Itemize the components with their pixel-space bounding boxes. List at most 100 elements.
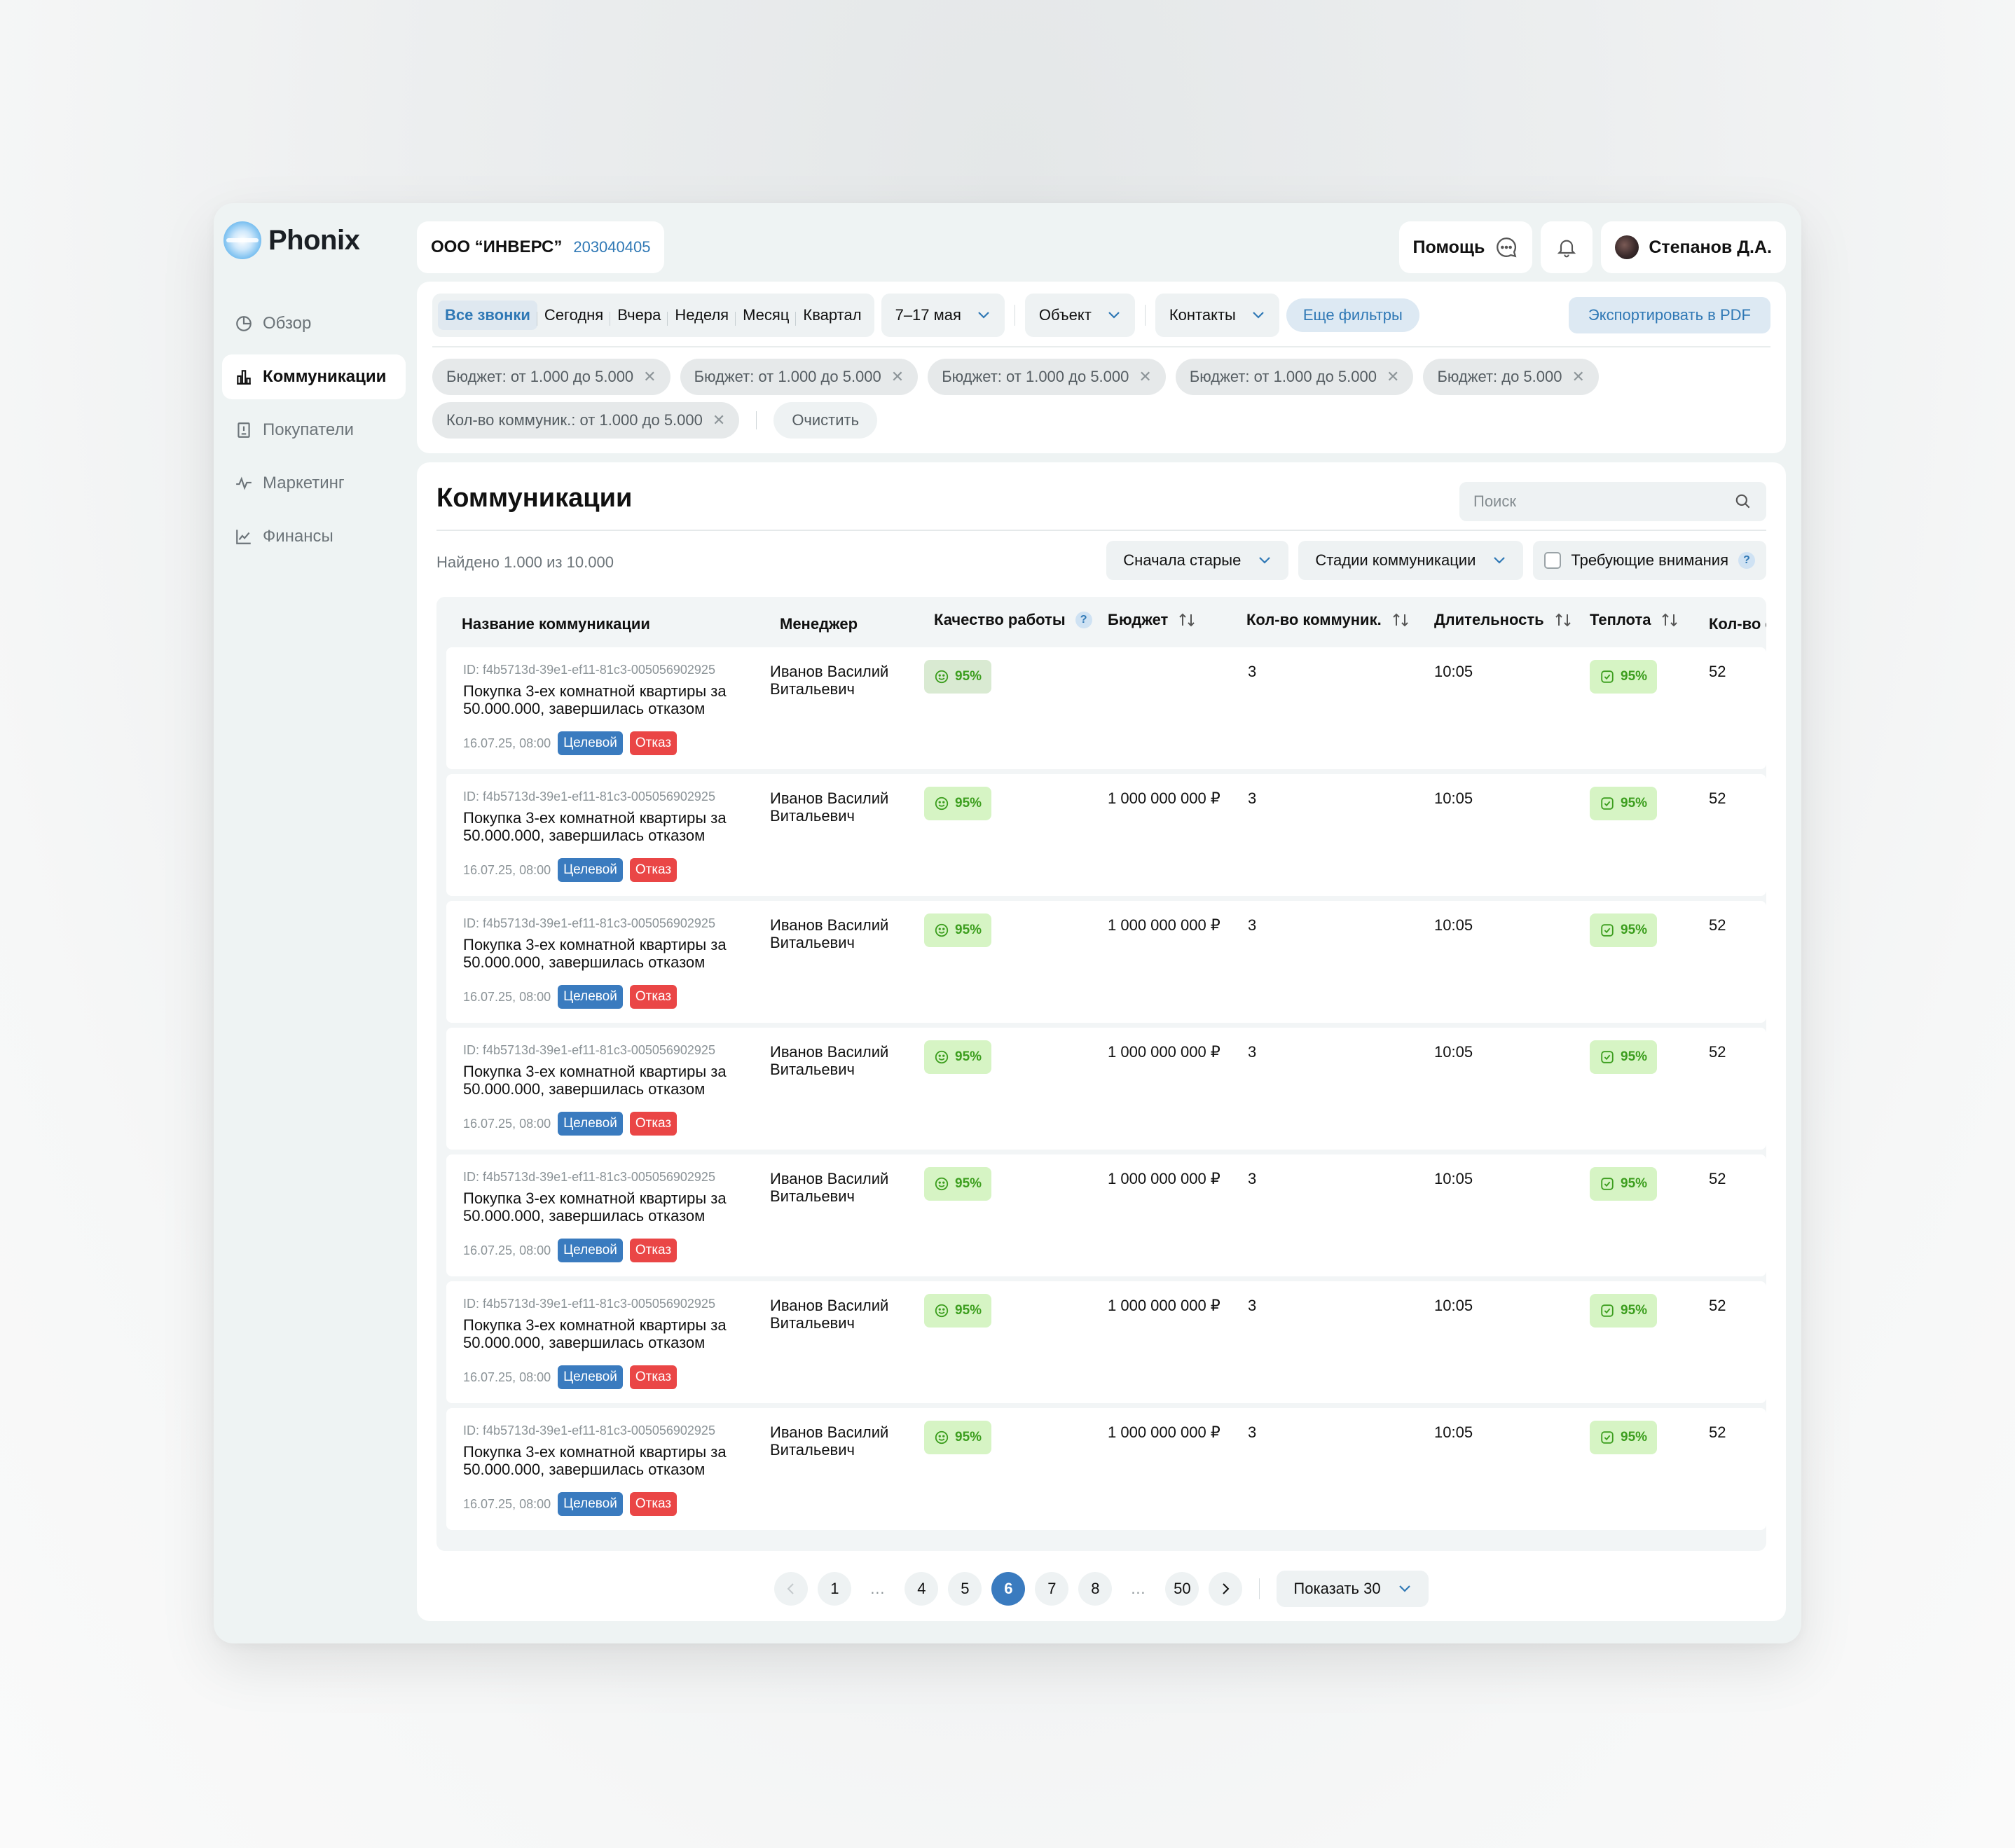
sidebar-item-buyers[interactable]: Покупатели: [222, 408, 406, 453]
communication-title[interactable]: Покупка 3-ех комнатной квартиры за 50.00…: [463, 682, 727, 717]
quality-cell: 95%: [924, 1294, 992, 1328]
column-header-budget[interactable]: Бюджет: [1108, 611, 1196, 629]
notifications-button[interactable]: [1541, 221, 1593, 273]
column-label: Название коммуникации: [462, 615, 650, 633]
sidebar-item-overview[interactable]: Обзор: [222, 301, 406, 346]
communication-date: 16.07.25, 08:00: [463, 1116, 551, 1131]
sidebar-item-finance[interactable]: Финансы: [222, 514, 406, 559]
next-page-button[interactable]: [1209, 1572, 1243, 1606]
attention-toggle[interactable]: Требующие внимания ?: [1533, 541, 1766, 580]
page-button-current[interactable]: 6: [991, 1572, 1026, 1606]
period-week[interactable]: Неделя: [667, 301, 736, 330]
communication-title[interactable]: Покупка 3-ех комнатной квартиры за 50.00…: [463, 809, 727, 844]
help-icon[interactable]: ?: [1075, 612, 1092, 628]
warmth-value: 95%: [1621, 796, 1648, 811]
page-button[interactable]: 8: [1078, 1572, 1113, 1606]
search-input[interactable]: Поиск: [1459, 482, 1766, 521]
communications-count: 3: [1248, 789, 1257, 807]
warmth-cell: 95%: [1590, 660, 1658, 694]
sort-icon[interactable]: [1391, 612, 1410, 628]
page-button[interactable]: 50: [1165, 1572, 1199, 1606]
contacts-dropdown[interactable]: Контакты: [1155, 294, 1279, 337]
check-square-icon: [1601, 797, 1614, 810]
table-row[interactable]: ID: f4b5713d-39e1-ef11-81c3-005056902925…: [446, 1408, 1766, 1530]
chevron-down-icon: [1494, 557, 1506, 564]
period-quarter[interactable]: Квартал: [795, 301, 868, 330]
user-menu[interactable]: Степанов Д.А.: [1601, 221, 1786, 273]
communication-title[interactable]: Покупка 3-ех комнатной квартиры за 50.00…: [463, 1063, 727, 1098]
quality-badge: 95%: [924, 660, 992, 694]
filter-chip[interactable]: Бюджет: от 1.000 до 5.000 ✕: [680, 359, 919, 395]
sort-icon[interactable]: [1178, 612, 1196, 628]
clear-filters-button[interactable]: Очистить: [773, 402, 878, 439]
communication-title[interactable]: Покупка 3-ех комнатной квартиры за 50.00…: [463, 936, 727, 971]
date-range-dropdown[interactable]: 7–17 мая: [881, 294, 1005, 337]
table-row[interactable]: ID: f4b5713d-39e1-ef11-81c3-005056902925…: [446, 1281, 1766, 1403]
table-row[interactable]: ID: f4b5713d-39e1-ef11-81c3-005056902925…: [446, 647, 1766, 769]
sort-icon[interactable]: [1554, 612, 1572, 628]
period-all[interactable]: Все звонки: [438, 301, 537, 330]
sort-dropdown[interactable]: Сначала старые: [1106, 541, 1289, 580]
close-icon[interactable]: ✕: [1139, 368, 1152, 385]
column-header-manager[interactable]: Менеджер: [780, 615, 858, 633]
table-row[interactable]: ID: f4b5713d-39e1-ef11-81c3-005056902925…: [446, 1028, 1766, 1150]
period-today[interactable]: Сегодня: [536, 301, 610, 330]
column-header-warmth[interactable]: Теплота: [1590, 611, 1679, 629]
filter-chip[interactable]: Бюджет: от 1.000 до 5.000 ✕: [1175, 359, 1414, 395]
page-size-dropdown[interactable]: Показать 30: [1277, 1571, 1429, 1607]
close-icon[interactable]: ✕: [890, 368, 905, 385]
export-pdf-button[interactable]: Экспортировать в PDF: [1568, 297, 1770, 333]
close-icon[interactable]: ✕: [712, 411, 726, 429]
column-header-extra[interactable]: Кол-во с: [1709, 615, 1766, 633]
table-row[interactable]: ID: f4b5713d-39e1-ef11-81c3-005056902925…: [446, 774, 1766, 896]
sidebar-item-marketing[interactable]: Маркетинг: [222, 461, 406, 506]
page-button[interactable]: 7: [1035, 1572, 1069, 1606]
communication-meta: 16.07.25, 08:00 Целевой Отказ: [463, 1239, 678, 1262]
period-month[interactable]: Месяц: [735, 301, 796, 330]
more-filters-button[interactable]: Еще фильтры: [1286, 298, 1419, 332]
quality-value: 95%: [955, 923, 982, 937]
communication-title[interactable]: Покупка 3-ех комнатной квартиры за 50.00…: [463, 1443, 727, 1478]
close-icon[interactable]: ✕: [1387, 368, 1400, 385]
duration-value: 10:05: [1434, 1297, 1473, 1314]
extra-value: 52: [1709, 916, 1726, 934]
column-header-count[interactable]: Кол-во коммуник.: [1246, 611, 1410, 629]
table-row[interactable]: ID: f4b5713d-39e1-ef11-81c3-005056902925…: [446, 901, 1766, 1023]
warmth-value: 95%: [1621, 1176, 1648, 1191]
status-badge-target: Целевой: [558, 1112, 623, 1136]
filter-chip[interactable]: Бюджет: от 1.000 до 5.000 ✕: [432, 359, 670, 395]
column-header-name[interactable]: Название коммуникации: [462, 615, 650, 633]
communication-title[interactable]: Покупка 3-ех комнатной квартиры за 50.00…: [463, 1190, 727, 1225]
close-icon[interactable]: ✕: [643, 368, 656, 385]
filter-chip[interactable]: Кол-во коммуник.: от 1.000 до 5.000 ✕: [432, 402, 740, 439]
page-button[interactable]: 4: [905, 1572, 939, 1606]
object-dropdown[interactable]: Объект: [1024, 294, 1135, 337]
communications-count: 3: [1248, 1297, 1257, 1314]
sidebar-item-communications[interactable]: Коммуникации: [222, 354, 406, 399]
budget-value: 1 000 000 000 ₽: [1108, 789, 1220, 807]
close-icon[interactable]: ✕: [1572, 368, 1585, 385]
object-label: Объект: [1038, 306, 1092, 324]
help-icon[interactable]: ?: [1738, 552, 1755, 569]
period-yesterday[interactable]: Вчера: [610, 301, 668, 330]
company-selector[interactable]: ООО “ИНВЕРС” 203040405: [417, 221, 665, 273]
sidebar-item-label: Обзор: [263, 314, 312, 333]
table-row[interactable]: ID: f4b5713d-39e1-ef11-81c3-005056902925…: [446, 1154, 1766, 1276]
stages-dropdown[interactable]: Стадии коммуникации: [1298, 541, 1524, 580]
logo[interactable]: Phonix: [223, 221, 360, 259]
communication-title[interactable]: Покупка 3-ех комнатной квартиры за 50.00…: [463, 1316, 727, 1351]
help-button[interactable]: Помощь: [1398, 221, 1533, 273]
sort-icon[interactable]: [1660, 612, 1679, 628]
filter-chip[interactable]: Бюджет: до 5.000 ✕: [1423, 359, 1599, 395]
manager-name: Иванов Василий Витальевич: [770, 663, 889, 698]
prev-page-button[interactable]: [774, 1572, 809, 1606]
page-button[interactable]: 1: [818, 1572, 852, 1606]
attention-checkbox[interactable]: [1544, 552, 1562, 569]
column-header-quality[interactable]: Качество работы?: [934, 611, 1092, 629]
filter-chip[interactable]: Бюджет: от 1.000 до 5.000 ✕: [928, 359, 1166, 395]
quality-value: 95%: [955, 1303, 982, 1318]
column-header-duration[interactable]: Длительность: [1434, 611, 1572, 629]
communications-count: 3: [1248, 1423, 1257, 1441]
page-button[interactable]: 5: [948, 1572, 982, 1606]
communication-date: 16.07.25, 08:00: [463, 862, 551, 877]
